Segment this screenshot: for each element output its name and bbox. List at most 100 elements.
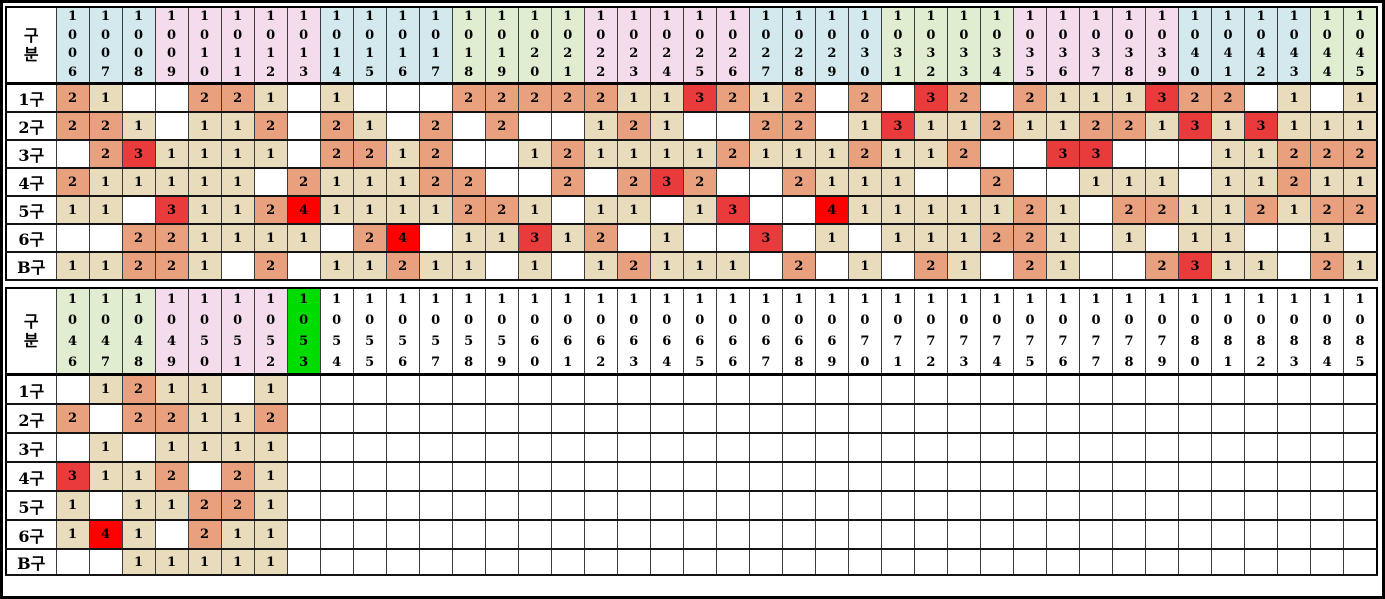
freq-cell-1083-3구 [1277, 432, 1312, 463]
freq-cell-1047-3구: 1 [88, 432, 123, 463]
freq-cell-1042-4구: 1 [1244, 167, 1279, 197]
freq-cell-1052-1구: 1 [253, 374, 288, 405]
freq-cell-1006-B구: 1 [55, 251, 90, 281]
freq-cell-1071-4구 [880, 461, 915, 492]
freq-cell-1038-6구: 1 [1111, 223, 1147, 253]
row-label-2구: 2구 [5, 403, 57, 434]
freq-cell-1013-B구 [286, 251, 321, 281]
freq-cell-1050-2구: 1 [187, 403, 222, 434]
freq-cell-1029-B구 [814, 251, 849, 281]
freq-cell-1015-6구: 2 [352, 223, 387, 253]
freq-cell-1025-B구: 1 [682, 251, 717, 281]
freq-cell-1077-B구 [1078, 548, 1114, 576]
freq-cell-1084-6구 [1310, 519, 1345, 550]
freq-cell-1024-3구: 1 [649, 139, 684, 169]
freq-cell-1069-3구 [814, 432, 849, 463]
freq-cell-1014-3구: 2 [319, 139, 354, 169]
freq-cell-1061-6구 [550, 519, 585, 550]
freq-cell-1064-B구 [649, 548, 684, 576]
freq-cell-1007-B구: 1 [88, 251, 123, 281]
freq-cell-1078-6구 [1111, 519, 1147, 550]
freq-cell-1045-2구: 1 [1343, 111, 1378, 141]
freq-cell-1012-1구: 1 [253, 83, 288, 113]
freq-cell-1009-6구: 2 [154, 223, 189, 253]
freq-cell-1046-B구 [55, 548, 90, 576]
freq-cell-1010-4구: 1 [187, 167, 222, 197]
freq-cell-1016-6구: 4 [385, 223, 420, 253]
freq-cell-1040-3구 [1178, 139, 1213, 169]
freq-cell-1037-2구: 2 [1078, 111, 1114, 141]
freq-cell-1039-4구: 1 [1145, 167, 1180, 197]
freq-cell-1051-2구: 1 [220, 403, 255, 434]
freq-cell-1013-4구: 2 [286, 167, 321, 197]
freq-cell-1014-6구 [319, 223, 354, 253]
freq-cell-1018-6구: 1 [451, 223, 486, 253]
freq-cell-1028-5구 [781, 195, 816, 225]
freq-cell-1057-3구 [418, 432, 453, 463]
freq-cell-1072-2구 [913, 403, 948, 434]
freq-cell-1028-4구: 2 [781, 167, 816, 197]
freq-cell-1059-1구 [484, 374, 519, 405]
freq-cell-1069-B구 [814, 548, 849, 576]
freq-cell-1072-1구 [913, 374, 948, 405]
freq-cell-1020-4구 [517, 167, 552, 197]
freq-cell-1021-1구: 2 [550, 83, 585, 113]
freq-cell-1049-6구 [154, 519, 189, 550]
freq-cell-1041-4구: 1 [1211, 167, 1246, 197]
freq-cell-1073-B구 [946, 548, 981, 576]
freq-cell-1081-3구 [1211, 432, 1246, 463]
freq-cell-1070-2구 [847, 403, 882, 434]
freq-cell-1031-4구: 1 [880, 167, 915, 197]
freq-cell-1021-2구 [550, 111, 585, 141]
freq-cell-1046-4구: 3 [55, 461, 90, 492]
freq-cell-1082-B구 [1244, 548, 1279, 576]
freq-cell-1068-3구 [781, 432, 816, 463]
freq-cell-1066-4구 [715, 461, 750, 492]
freq-cell-1034-5구: 1 [979, 195, 1014, 225]
freq-cell-1070-6구 [847, 519, 882, 550]
freq-cell-1033-1구: 2 [946, 83, 981, 113]
freq-cell-1027-1구: 1 [748, 83, 783, 113]
freq-cell-1021-5구 [550, 195, 585, 225]
freq-cell-1036-5구: 1 [1045, 195, 1080, 225]
freq-cell-1044-2구: 1 [1310, 111, 1345, 141]
freq-cell-1007-3구: 2 [88, 139, 123, 169]
freq-cell-1081-6구 [1211, 519, 1246, 550]
freq-cell-1072-5구 [913, 490, 948, 521]
freq-cell-1061-5구 [550, 490, 585, 521]
freq-cell-1020-3구: 1 [517, 139, 552, 169]
freq-cell-1029-3구: 1 [814, 139, 849, 169]
freq-cell-1032-3구: 1 [913, 139, 948, 169]
freq-cell-1052-6구: 1 [253, 519, 288, 550]
freq-cell-1048-5구: 1 [121, 490, 156, 521]
freq-cell-1071-5구 [880, 490, 915, 521]
freq-cell-1063-3구 [616, 432, 651, 463]
freq-cell-1008-6구: 2 [121, 223, 156, 253]
freq-cell-1033-2구: 1 [946, 111, 981, 141]
freq-cell-1075-4구 [1012, 461, 1047, 492]
freq-cell-1012-2구: 2 [253, 111, 288, 141]
freq-cell-1035-4구 [1012, 167, 1047, 197]
freq-cell-1031-6구: 1 [880, 223, 915, 253]
freq-cell-1037-3구: 3 [1078, 139, 1114, 169]
freq-cell-1042-6구 [1244, 223, 1279, 253]
freq-cell-1035-2구: 1 [1012, 111, 1047, 141]
freq-cell-1010-6구: 1 [187, 223, 222, 253]
freq-cell-1081-B구 [1211, 548, 1246, 576]
